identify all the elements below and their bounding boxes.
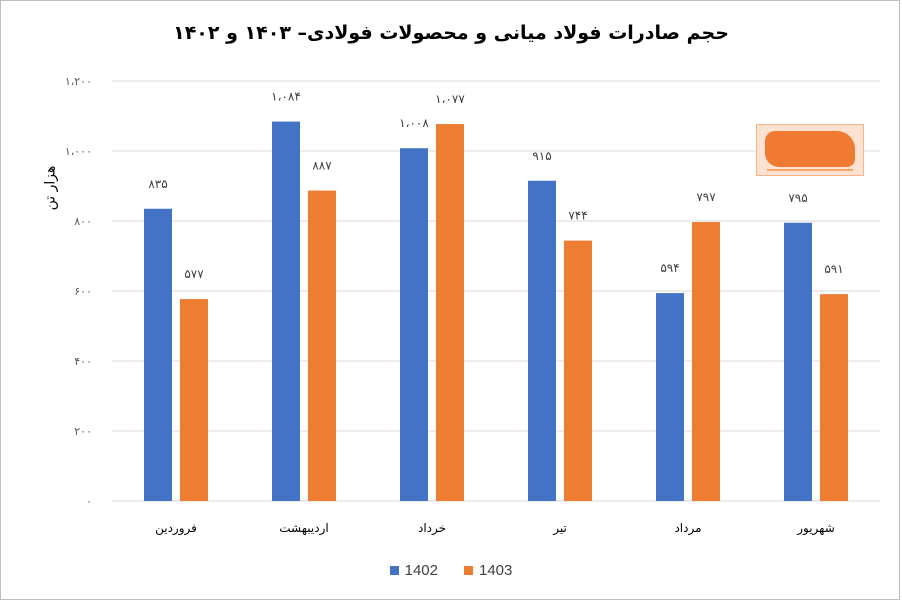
x-category-label: فروردین: [155, 521, 197, 536]
y-tick-label: ۱،۲۰۰: [65, 75, 92, 88]
x-category-label: مرداد: [674, 521, 701, 536]
y-tick-label: ۲۰۰: [74, 425, 92, 438]
y-tick-label: ۰: [86, 495, 92, 508]
y-tick-label: ۱،۰۰۰: [65, 145, 92, 158]
bar-1402: [656, 293, 684, 501]
data-label-1403: ۵۷۷: [184, 267, 204, 281]
data-label-1402: ۷۹۵: [788, 191, 807, 205]
bar-1402: [784, 222, 812, 501]
y-tick-label: ۴۰۰: [74, 355, 92, 368]
bar-1403: [308, 190, 336, 502]
data-label-1403: ۷۴۴: [568, 209, 587, 223]
legend-item-1403: 1403: [464, 562, 512, 579]
bar-1403: [692, 222, 720, 502]
legend: 1402 1403: [0, 562, 902, 579]
data-label-1402: ۸۳۵: [148, 177, 167, 191]
data-label-1403: ۱،۰۷۷: [435, 92, 465, 106]
logo-mark-icon: [765, 131, 855, 167]
bar-1402: [528, 180, 556, 501]
x-category-label: شهریور: [796, 521, 835, 536]
legend-item-1402: 1402: [389, 562, 438, 579]
chart-title: حجم صادرات فولاد میانی و محصولات فولادی–…: [173, 22, 729, 44]
data-label-1402: ۹۱۵: [532, 149, 551, 163]
data-label-1402: ۵۹۴: [660, 261, 679, 275]
legend-label-1403: 1403: [479, 562, 513, 579]
x-category-label: اردیبهشت: [279, 521, 328, 536]
bar-1402: [272, 121, 300, 501]
bar-1403: [820, 294, 848, 501]
logo-underline: [767, 169, 853, 171]
data-label-1403: ۸۸۷: [312, 159, 332, 173]
legend-label-1402: 1402: [404, 562, 438, 579]
data-label-1402: ۱،۰۰۸: [399, 116, 429, 130]
bar-1403: [436, 124, 464, 502]
bar-1402: [144, 208, 172, 501]
bar-1402: [400, 148, 428, 501]
y-tick-label: ۸۰۰: [74, 215, 92, 228]
x-category-label: تیر: [552, 521, 567, 536]
legend-swatch-1403: [464, 566, 473, 575]
data-label-1403: ۷۹۷: [696, 190, 716, 204]
bar-1403: [564, 240, 592, 501]
brand-logo-watermark: [756, 124, 864, 176]
data-label-1403: ۵۹۱: [824, 262, 843, 276]
bar-1403: [180, 299, 208, 501]
legend-swatch-1402: [389, 566, 399, 575]
x-category-label: خرداد: [418, 521, 446, 536]
data-label-1402: ۱،۰۸۴: [271, 90, 301, 104]
y-tick-label: ۶۰۰: [74, 285, 92, 298]
